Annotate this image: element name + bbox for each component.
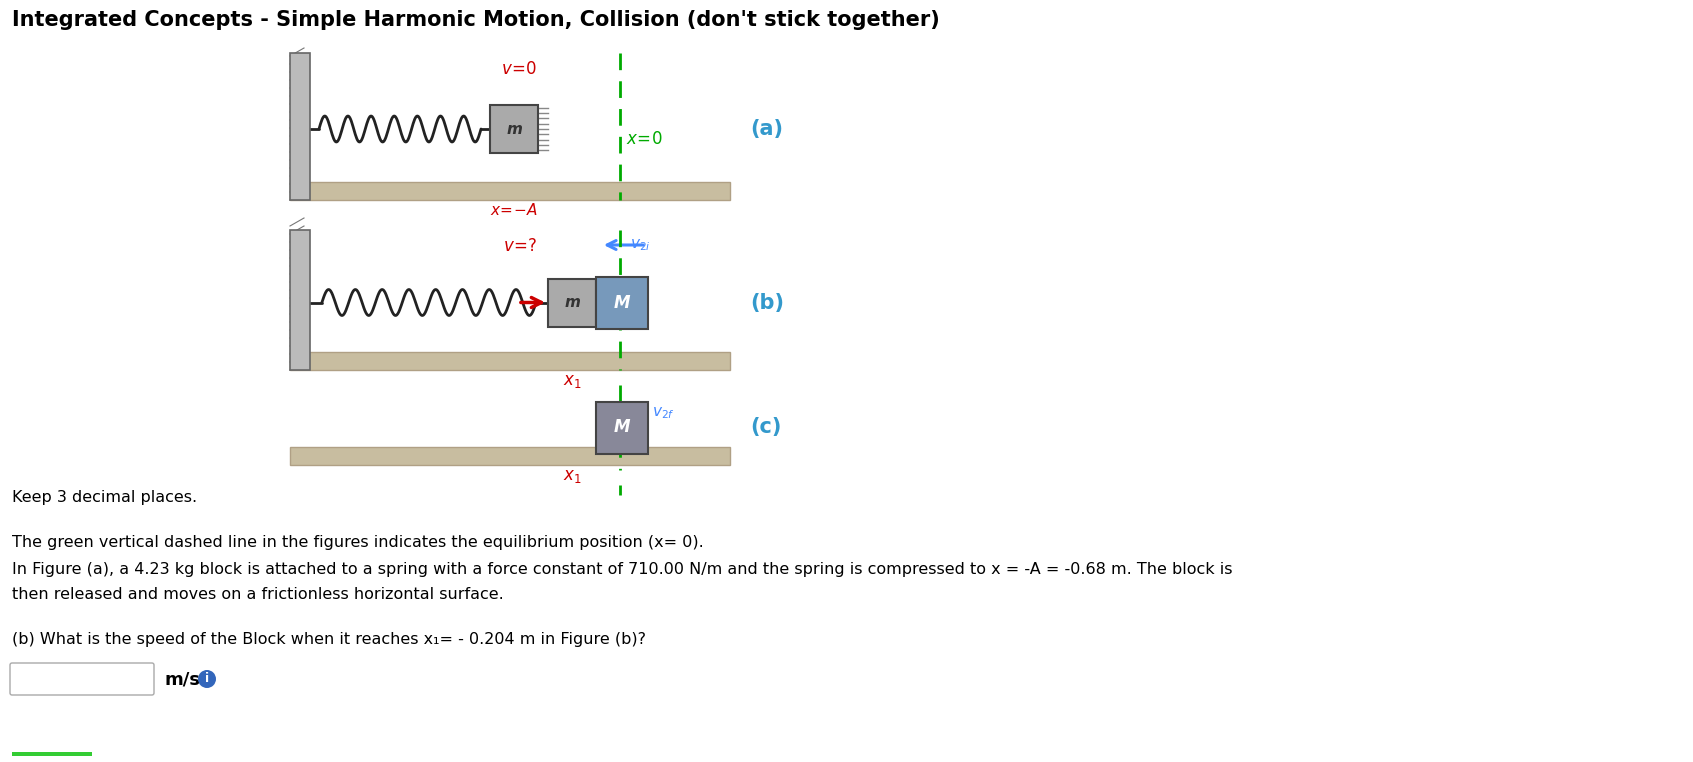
- Text: M: M: [615, 418, 630, 437]
- Bar: [290, 352, 730, 370]
- Text: The green vertical dashed line in the figures indicates the equilibrium position: The green vertical dashed line in the fi…: [12, 535, 704, 550]
- Text: Integrated Concepts - Simple Harmonic Motion, Collision (don't stick together): Integrated Concepts - Simple Harmonic Mo…: [12, 10, 940, 30]
- Text: (b): (b): [750, 293, 784, 312]
- Text: $x\!=\!0$: $x\!=\!0$: [626, 130, 662, 148]
- Text: i: i: [205, 673, 208, 686]
- Bar: [596, 402, 648, 453]
- Bar: [290, 53, 310, 200]
- Text: Enter a number: Enter a number: [20, 673, 125, 686]
- Text: In Figure (a), a 4.23 kg block is attached to a spring with a force constant of : In Figure (a), a 4.23 kg block is attach…: [12, 562, 1233, 577]
- Text: $v_{2i}$: $v_{2i}$: [630, 237, 650, 253]
- Bar: [290, 230, 310, 370]
- Text: $x_1$: $x_1$: [562, 372, 581, 390]
- Text: Keep 3 decimal places.: Keep 3 decimal places.: [12, 490, 196, 505]
- Bar: [290, 182, 730, 200]
- Text: M: M: [615, 293, 630, 312]
- Text: $x_1$: $x_1$: [562, 467, 581, 485]
- Bar: [290, 447, 730, 465]
- Text: $v_{2f}$: $v_{2f}$: [652, 405, 676, 421]
- Text: (b) What is the speed of the Block when it reaches x₁= - 0.204 m in Figure (b)?: (b) What is the speed of the Block when …: [12, 632, 647, 647]
- Bar: [596, 277, 648, 328]
- Text: $v\!=\!0$: $v\!=\!0$: [501, 60, 537, 78]
- Text: $x\!=\!\!-\!A$: $x\!=\!\!-\!A$: [489, 202, 538, 218]
- Circle shape: [198, 670, 217, 688]
- Text: m: m: [564, 295, 581, 310]
- FancyBboxPatch shape: [10, 663, 154, 695]
- Bar: [12, 752, 91, 756]
- Text: (a): (a): [750, 119, 782, 139]
- Bar: [489, 105, 538, 153]
- Text: $v\!=\!?$: $v\!=\!?$: [503, 237, 538, 255]
- Text: m/s: m/s: [164, 670, 200, 688]
- Text: then released and moves on a frictionless horizontal surface.: then released and moves on a frictionles…: [12, 587, 505, 602]
- Bar: [549, 278, 596, 326]
- Text: m: m: [506, 121, 521, 136]
- Text: (c): (c): [750, 418, 782, 437]
